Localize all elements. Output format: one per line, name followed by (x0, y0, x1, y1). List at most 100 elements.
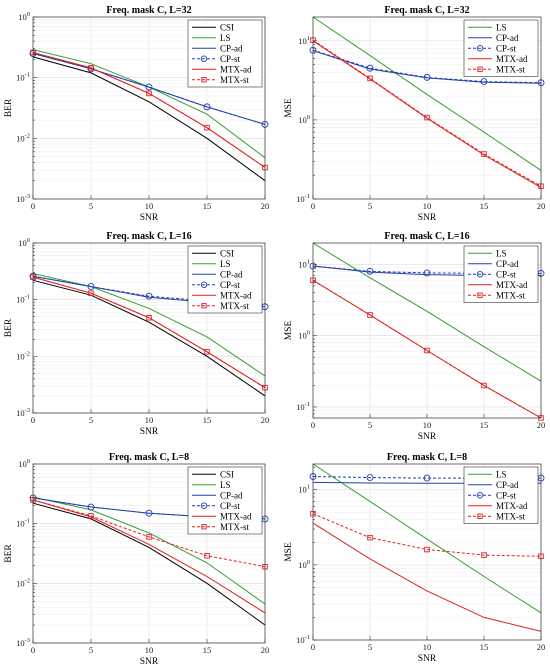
legend-label: CP-ad (220, 43, 243, 53)
series-line (32, 52, 266, 168)
legend-marker (477, 513, 483, 519)
y-axis-label: MSE (284, 98, 294, 118)
legend-label: CSI (220, 248, 234, 258)
tick-label: 101 (298, 258, 310, 269)
data-point (367, 312, 373, 318)
legend-marker (200, 502, 208, 510)
tick-label: 0 (311, 201, 315, 211)
data-point (146, 314, 152, 321)
legend-label: MTX-ad (220, 511, 252, 521)
tick-label: 20 (537, 201, 546, 211)
data-point (146, 534, 152, 540)
tick-label: 20 (261, 201, 270, 211)
legend-label: MTX-st (220, 522, 249, 532)
legend-label: CP-ad (496, 480, 519, 490)
tick-label: 20 (261, 645, 270, 655)
data-point (367, 534, 373, 541)
data-point (481, 382, 487, 389)
tick-label: 10-1 (296, 193, 310, 204)
legend-marker (201, 77, 207, 83)
series-line (32, 499, 266, 568)
legend-label: MTX-st (496, 290, 525, 300)
legend-label: CP-st (220, 280, 241, 290)
series-line (312, 279, 542, 419)
x-axis-label: SNR (140, 213, 159, 223)
legend-label: MTX-ad (220, 290, 252, 300)
legend-label: CP-st (220, 54, 241, 64)
y-axis-label: BER (4, 544, 14, 563)
legend-box (463, 466, 539, 524)
series-line (32, 499, 266, 614)
tick-label: 10-3 (16, 407, 30, 418)
axes-frame (32, 242, 266, 414)
legend-label: LS (220, 259, 231, 269)
legend-box (463, 245, 539, 303)
series-line (312, 522, 542, 632)
data-point (424, 347, 430, 354)
data-point (366, 64, 374, 72)
axes-frame (312, 242, 542, 419)
data-point (366, 474, 374, 482)
tick-label: 15 (203, 415, 212, 425)
legend-label: CP-st (496, 269, 517, 279)
chart-title: Freq. mask C, L=16 (106, 231, 191, 242)
tick-label: 100 (298, 559, 310, 570)
tick-label: 5 (89, 645, 93, 655)
axes-frame (32, 16, 266, 200)
legend-marker (476, 45, 484, 52)
data-point (87, 503, 95, 511)
data-point (204, 124, 210, 131)
legend-label: CSI (220, 22, 234, 32)
series-line (312, 16, 542, 171)
legend-label: LS (496, 469, 507, 479)
axes-frame (312, 463, 542, 641)
legend-label: MTX-st (496, 511, 525, 521)
tick-label: 100 (18, 11, 30, 22)
series-line (32, 496, 266, 605)
data-point (481, 151, 487, 157)
tick-label: 101 (298, 35, 310, 46)
chart-title: Freq. mask C, L=8 (387, 452, 467, 463)
tick-label: 20 (537, 420, 546, 430)
data-point (88, 290, 94, 296)
tick-label: 10-1 (16, 518, 30, 529)
chart-title: Freq. mask C, L=16 (384, 231, 469, 242)
tick-label: 0 (311, 642, 315, 652)
legend-label: CP-ad (496, 259, 519, 269)
legend-box (463, 19, 539, 77)
chart-title: Freq. mask C, L=8 (109, 452, 189, 463)
y-axis-label: MSE (284, 321, 294, 341)
series-line (312, 513, 542, 557)
tick-label: 0 (31, 415, 35, 425)
tick-label: 10-2 (16, 132, 30, 143)
data-point (145, 292, 153, 300)
axes-frame (312, 16, 542, 200)
legend-label: MTX-ad (496, 280, 528, 290)
legend-label: CP-ad (220, 490, 243, 500)
chart-title: Freq. mask C, L=32 (106, 5, 191, 16)
tick-label: 10-1 (296, 634, 310, 645)
series-line (32, 56, 266, 182)
tick-label: 100 (18, 237, 30, 248)
tick-label: 5 (368, 642, 372, 652)
data-point (203, 103, 211, 111)
data-point (88, 65, 94, 71)
data-point (87, 283, 95, 291)
tick-label: 20 (261, 415, 270, 425)
x-axis-label: SNR (418, 213, 437, 223)
data-point (146, 90, 152, 97)
tick-label: 0 (31, 645, 35, 655)
data-point (88, 513, 94, 519)
chart-panel: 0 5 10 15 20 10-1 100 101 Freq. mask C, L=8 SNR MS… (284, 452, 545, 664)
chart-panel: 0 5 10 15 20 10-3 10-2 10-1 100 Freq. mask C, L=3… (4, 5, 269, 223)
chart-panel: 0 5 10 15 20 10-1 100 101 Freq. mask C, L=32 SNR M… (284, 5, 545, 223)
x-axis-label: SNR (140, 427, 159, 437)
series-line (312, 242, 542, 382)
tick-label: 10 (423, 642, 432, 652)
legend-label: MTX-ad (220, 64, 252, 74)
tick-label: 10 (145, 201, 154, 211)
